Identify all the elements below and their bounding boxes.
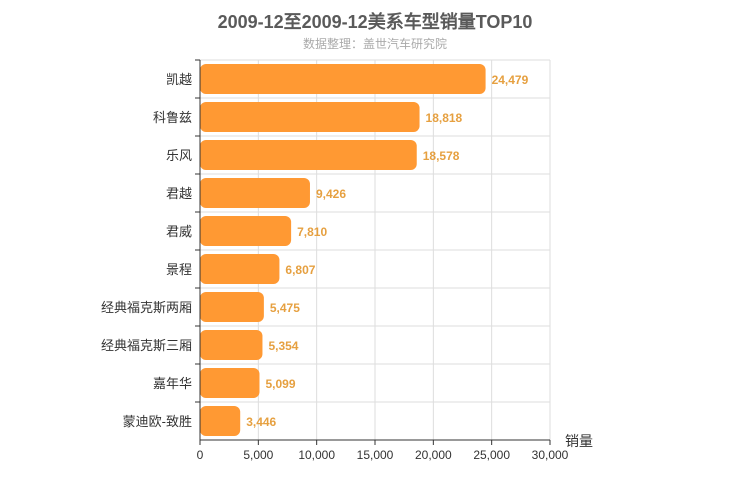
bar [200,178,310,208]
x-tick-label: 20,000 [415,448,452,462]
value-label: 5,099 [265,377,295,391]
value-label: 9,426 [316,187,346,201]
category-label: 经典福克斯两厢 [101,300,192,315]
chart-title: 2009-12至2009-12美系车型销量TOP10 [217,12,533,32]
category-label: 蒙迪欧-致胜 [123,414,192,429]
category-label: 嘉年华 [153,376,192,391]
bar [200,330,263,360]
value-label: 18,578 [423,149,460,163]
x-tick-label: 0 [197,448,204,462]
bars: 24,479 18,818 18,578 9,426 7,810 6,807 5,475 5,… [200,64,529,436]
category-label: 乐风 [166,148,192,163]
category-label: 景程 [166,262,192,277]
grid-lines [200,59,551,440]
chart-subtitle: 数据整理：盖世汽车研究院 [302,37,447,51]
x-axis-title: 销量 [565,433,593,449]
category-label: 君威 [166,224,192,239]
x-tick-label: 5,000 [243,448,273,462]
value-label: 5,354 [268,339,298,353]
bar [200,368,260,398]
x-tick-label: 30,000 [532,448,569,462]
bar [200,406,241,436]
category-label: 科鲁兹 [153,110,192,125]
value-label: 24,479 [492,73,529,87]
value-label: 6,807 [285,263,315,277]
category-label: 经典福克斯三厢 [101,338,192,353]
bar [200,254,280,284]
category-label: 君越 [166,186,192,201]
bar [200,216,292,246]
category-label: 凯越 [166,72,192,87]
value-label: 18,818 [426,111,463,125]
bar [200,140,417,170]
bar [200,292,264,322]
bar [200,64,486,94]
bar [200,102,420,132]
x-tick-label: 25,000 [473,448,510,462]
value-label: 7,810 [297,225,327,239]
value-label: 5,475 [270,301,300,315]
x-tick-label: 10,000 [298,448,335,462]
x-tick-label: 15,000 [357,448,394,462]
value-label: 3,446 [246,415,276,429]
